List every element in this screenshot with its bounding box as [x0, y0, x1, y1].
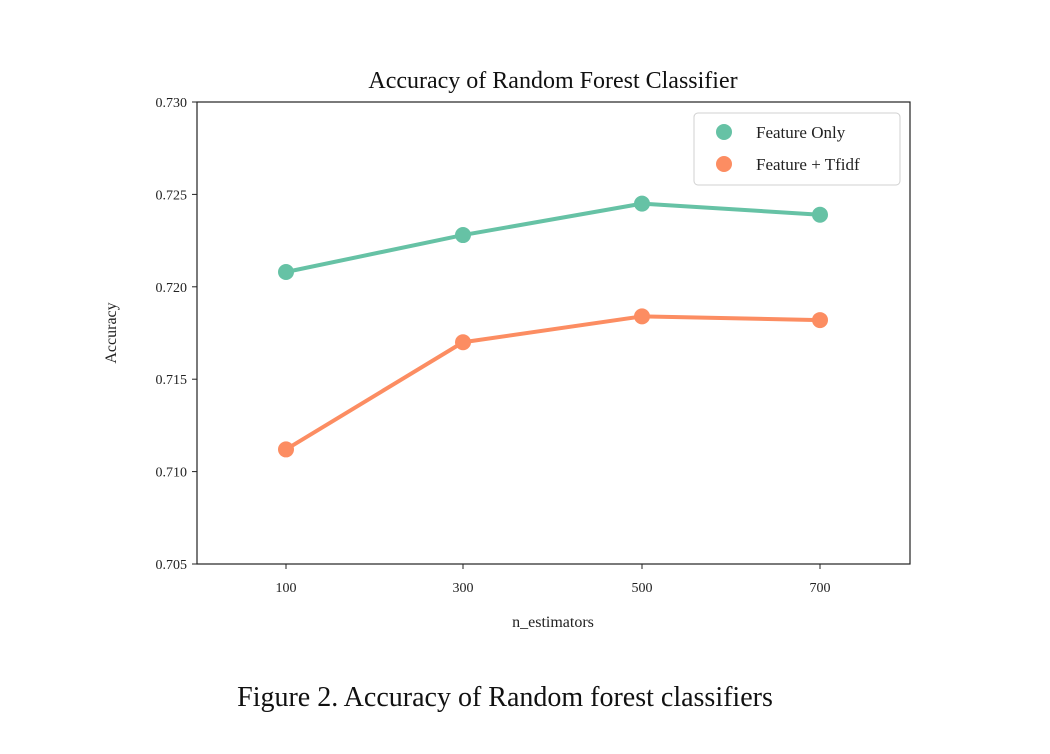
x-tick-label: 500 — [632, 581, 653, 596]
x-tick-label: 100 — [276, 581, 297, 596]
y-tick-label: 0.715 — [156, 373, 188, 388]
x-tick-label: 300 — [453, 581, 474, 596]
legend-marker — [716, 124, 732, 140]
y-tick-label: 0.710 — [156, 466, 188, 481]
plot-area: 0.705 0.710 0.715 0.720 0.725 0.730 100 300 500 7… — [156, 96, 911, 596]
chart-title: Accuracy of Random Forest Classifier — [368, 68, 737, 94]
legend-label: Feature Only — [756, 123, 846, 142]
data-point — [812, 312, 828, 329]
legend-marker — [716, 156, 732, 172]
data-point — [278, 264, 294, 281]
figure-caption: Figure 2. Accuracy of Random forest clas… — [237, 682, 773, 713]
data-point — [634, 308, 650, 325]
y-tick-label: 0.725 — [156, 188, 188, 203]
data-point — [634, 195, 650, 212]
y-tick-label: 0.705 — [156, 558, 188, 573]
y-tick-label: 0.730 — [156, 96, 188, 111]
data-point — [812, 206, 828, 223]
x-axis-label: n_estimators — [512, 614, 594, 631]
y-axis-label: Accuracy — [103, 302, 120, 363]
x-tick-label: 700 — [810, 581, 831, 596]
data-point — [455, 334, 471, 351]
y-tick-label: 0.720 — [156, 281, 188, 296]
series-line — [284, 201, 822, 275]
series-line — [284, 314, 822, 452]
axes-frame — [196, 101, 911, 565]
legend-label: Feature + Tfidf — [756, 155, 860, 174]
line-chart: Accuracy of Random Forest Classifier 0.7… — [103, 68, 911, 631]
legend-box — [693, 112, 901, 186]
data-point — [455, 227, 471, 244]
data-point — [278, 441, 294, 458]
